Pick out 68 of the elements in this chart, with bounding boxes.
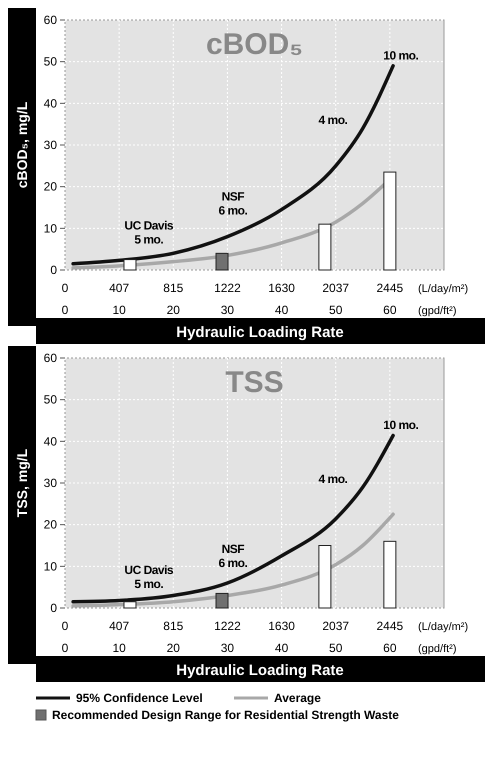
- annotation: UC Davis 5 mo.: [124, 218, 174, 246]
- x2-tick-label: 1222: [214, 619, 242, 633]
- chart-title: cBOD₅: [206, 28, 304, 61]
- annotation: 10 mo.: [383, 418, 418, 432]
- x2-tick-label: 815: [163, 281, 184, 295]
- annotation: 4 mo.: [318, 113, 348, 127]
- y-tick-label: 0: [50, 601, 58, 615]
- legend-label: Recommended Design Range for Residential Strength Waste: [52, 708, 400, 722]
- text: (gpd/ft²): [418, 305, 457, 317]
- y-tick-label: 10: [44, 221, 58, 236]
- legend-label: 95% Confidence Level: [76, 691, 203, 705]
- chart-title: TSS: [225, 366, 284, 399]
- x-axis-title: Hydraulic Loading Rate: [176, 324, 344, 341]
- x2-tick-label: 2037: [322, 619, 350, 633]
- x2-axis-title: (L/day/m²): [418, 283, 468, 295]
- x-tick-label: 20: [166, 303, 180, 317]
- line-series: [71, 64, 395, 266]
- x-tick-label: 60: [383, 641, 397, 655]
- x2-tick-label: 1222: [214, 281, 242, 295]
- y-tick-label: 60: [44, 13, 58, 27]
- x-tick-label: 30: [220, 641, 234, 655]
- bar: [216, 252, 229, 270]
- x2-tick-label: 2037: [322, 281, 350, 295]
- line-series: [71, 434, 395, 604]
- annotation: 4 mo.: [318, 472, 348, 486]
- y-tick-label: 20: [44, 180, 58, 194]
- annotation: 10 mo.: [383, 48, 418, 62]
- x2-axis-title: (L/day/m²): [418, 621, 468, 633]
- x2-tick-label: 407: [109, 619, 130, 633]
- x2-tick-label: 2445: [376, 281, 404, 295]
- annotation: NSF 6 mo.: [218, 542, 248, 570]
- y-tick-label: 30: [44, 138, 58, 152]
- x-tick-label: 50: [329, 303, 343, 317]
- x-tick-label: 30: [220, 303, 234, 317]
- x-tick-label: 10: [112, 303, 126, 317]
- y-tick-label: 60: [44, 351, 58, 365]
- annotation: NSF 6 mo.: [218, 189, 248, 218]
- y-tick-label: 30: [44, 476, 58, 490]
- x2-tick-label: 407: [109, 281, 130, 295]
- x-tick-label: 0: [62, 641, 69, 655]
- x-tick-label: 50: [329, 641, 343, 655]
- y-axis-title: TSS, mg/L: [14, 448, 30, 518]
- x2-tick-label: 0: [62, 281, 69, 295]
- x2-tick-label: 2445: [376, 619, 404, 633]
- y-tick-label: 40: [44, 96, 58, 110]
- x-axis-title: Hydraulic Loading Rate: [176, 662, 344, 679]
- x-tick-label: 20: [166, 641, 180, 655]
- x-tick-label: 0: [62, 303, 69, 317]
- text: (gpd/ft²): [418, 643, 457, 655]
- y-tick-label: 0: [50, 263, 58, 277]
- x2-tick-label: 1630: [268, 619, 296, 633]
- line-series: [71, 512, 395, 608]
- y-tick-label: 40: [44, 434, 58, 448]
- y-tick-label: 20: [44, 518, 58, 532]
- annotation: UC Davis 5 mo.: [124, 562, 174, 591]
- x2-tick-label: 0: [62, 619, 69, 633]
- x2-tick-label: 815: [163, 619, 184, 633]
- x2-tick-label: 1630: [268, 281, 296, 295]
- x-tick-label: 40: [274, 303, 289, 317]
- x-tick-label: 60: [383, 303, 397, 317]
- y-tick-label: 50: [44, 54, 58, 69]
- x-tick-label: 10: [112, 641, 126, 655]
- y-tick-label: 50: [44, 392, 58, 407]
- x-tick-label: 40: [274, 641, 289, 655]
- y-axis-title: cBOD₅, mg/L: [14, 101, 30, 188]
- bar: [216, 592, 229, 608]
- y-tick-label: 10: [44, 559, 58, 574]
- legend-label: Average: [274, 691, 322, 705]
